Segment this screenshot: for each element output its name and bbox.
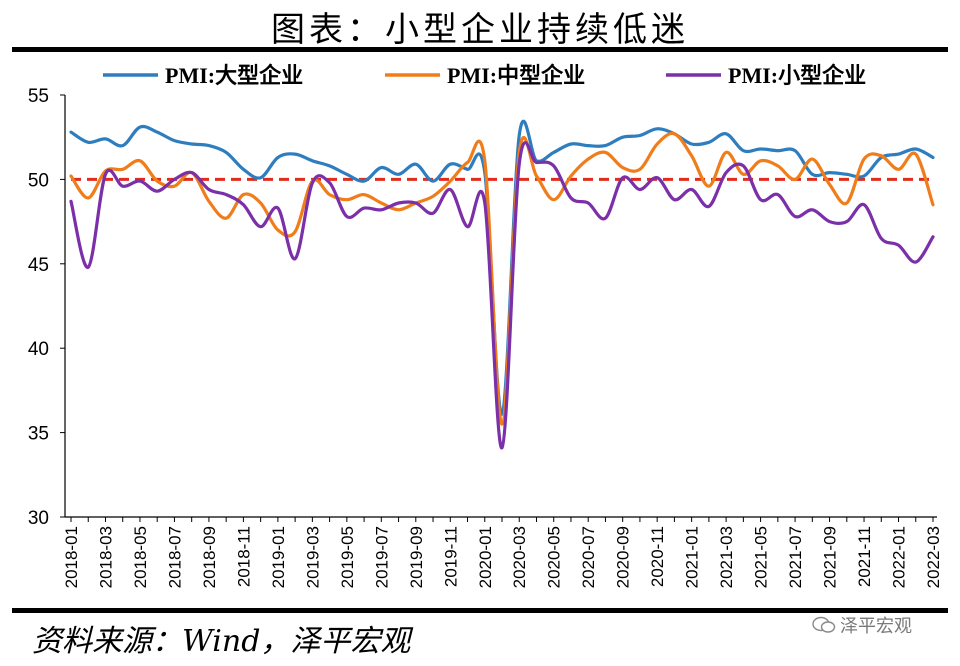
series-line-3 bbox=[69, 141, 935, 450]
x-tick-label: 2018-05 bbox=[131, 526, 150, 588]
x-tick-label: 2020-07 bbox=[579, 526, 598, 588]
x-tick-label: 2019-11 bbox=[441, 526, 460, 587]
x-tick-label: 2019-05 bbox=[338, 526, 357, 588]
x-tick-label: 2019-01 bbox=[269, 526, 288, 588]
bottom-divider bbox=[12, 608, 948, 613]
legend-label-2: PMI:中型企业 bbox=[447, 63, 585, 88]
x-tick-label: 2018-07 bbox=[165, 526, 184, 588]
y-tick-label: 45 bbox=[28, 255, 49, 276]
x-tick-label: 2021-09 bbox=[821, 526, 840, 588]
x-tick-label: 2020-05 bbox=[545, 526, 564, 588]
y-tick-label: 50 bbox=[28, 170, 49, 191]
page-title: 图表：小型企业持续低迷 bbox=[271, 10, 689, 50]
x-tick-label: 2019-07 bbox=[372, 526, 391, 588]
series-line-2 bbox=[69, 131, 935, 426]
legend-label-3: PMI:小型企业 bbox=[728, 63, 866, 88]
x-tick-label: 2018-03 bbox=[96, 526, 115, 588]
pmi-line-chart: PMI:大型企业 PMI:中型企业 PMI:小型企业 30 35 40 45 50 55 20… bbox=[28, 63, 943, 588]
legend-label-1: PMI:大型企业 bbox=[165, 63, 303, 88]
x-tick-label: 2021-07 bbox=[786, 526, 805, 588]
x-tick-label: 2018-09 bbox=[200, 526, 219, 588]
y-axis: 30 35 40 45 50 55 bbox=[28, 86, 66, 529]
x-tick-label: 2021-05 bbox=[752, 526, 771, 588]
y-tick-label: 40 bbox=[28, 339, 49, 360]
x-tick-label: 2021-01 bbox=[683, 526, 702, 588]
x-tick-label: 2018-01 bbox=[62, 526, 81, 588]
top-divider bbox=[12, 47, 948, 52]
x-tick-label: 2020-01 bbox=[476, 526, 495, 588]
x-tick-label: 2020-11 bbox=[648, 526, 667, 587]
y-tick-label: 35 bbox=[28, 424, 49, 445]
x-axis: 2018-01 2018-03 2018-05 2018-07 2018-09 2018-… bbox=[62, 516, 943, 588]
x-tick-label: 2020-09 bbox=[614, 526, 633, 588]
chart-legend: PMI:大型企业 PMI:中型企业 PMI:小型企业 bbox=[103, 63, 866, 88]
y-tick-label: 55 bbox=[28, 86, 49, 107]
x-tick-label: 2020-03 bbox=[510, 526, 529, 588]
source-note: 资料来源：Wind，泽平宏观 bbox=[32, 624, 411, 659]
x-tick-label: 2019-09 bbox=[407, 526, 426, 588]
y-tick-label: 30 bbox=[28, 508, 49, 529]
x-tick-label: 2021-03 bbox=[717, 526, 736, 588]
x-tick-label: 2019-03 bbox=[303, 526, 322, 588]
watermark: 泽平宏观 bbox=[812, 612, 912, 638]
x-tick-label: 2018-11 bbox=[234, 526, 253, 587]
series-line-1 bbox=[69, 119, 935, 416]
x-tick-label: 2022-03 bbox=[924, 526, 943, 588]
series-lines bbox=[69, 119, 935, 450]
chat-bubble-icon bbox=[812, 616, 836, 633]
watermark-text: 泽平宏观 bbox=[840, 616, 912, 637]
x-tick-label: 2021-11 bbox=[855, 526, 874, 587]
x-tick-label: 2022-01 bbox=[890, 526, 909, 588]
